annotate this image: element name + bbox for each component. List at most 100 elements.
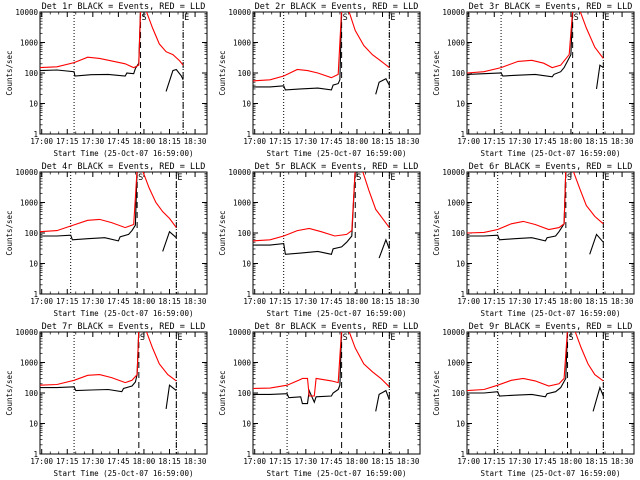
x-tick-label: 17:45 bbox=[107, 457, 130, 466]
event-marker-e: E bbox=[177, 173, 182, 183]
chart-panel-7: Det 7r BLACK = Events, RED = LLD 1 10 100 10… bbox=[0, 320, 213, 480]
x-tick-label: 17:00 bbox=[243, 297, 266, 306]
lld-series-line bbox=[40, 12, 184, 69]
x-tick-label: 18:30 bbox=[397, 137, 420, 146]
x-tick-label: 17:45 bbox=[107, 297, 130, 306]
y-tick-label: 1000 bbox=[20, 39, 39, 48]
chart-title: Det 3r BLACK = Events, RED = LLD bbox=[469, 2, 633, 12]
x-tick-label: 17:45 bbox=[534, 137, 557, 146]
y-tick-label: 10 bbox=[29, 100, 39, 109]
y-axis-label: Counts/sec bbox=[218, 370, 227, 415]
chart-svg-6: Det 6r BLACK = Events, RED = LLD 1 10 100 10… bbox=[432, 162, 635, 318]
events-series-line bbox=[467, 332, 604, 412]
x-tick-label: 17:15 bbox=[269, 457, 292, 466]
x-axis-label: Start Time (25-Oct-07 16:59:00) bbox=[481, 149, 621, 158]
x-tick-label: 17:15 bbox=[56, 457, 79, 466]
y-axis-label: Counts/sec bbox=[5, 50, 14, 95]
x-tick-label: 17:30 bbox=[509, 297, 532, 306]
chart-panel-3: Det 3r BLACK = Events, RED = LLD 1 10 100 10… bbox=[427, 0, 640, 160]
chart-panel-4: Det 4r BLACK = Events, RED = LLD 1 10 100 10… bbox=[0, 160, 213, 320]
event-marker-s: S bbox=[356, 173, 361, 183]
x-tick-label: 17:45 bbox=[534, 457, 557, 466]
y-tick-label: 1 bbox=[246, 450, 251, 459]
x-axis-label: Start Time (25-Oct-07 16:59:00) bbox=[54, 309, 194, 318]
event-marker-e: E bbox=[604, 173, 609, 183]
y-axis-label: Counts/sec bbox=[5, 370, 14, 415]
x-tick-label: 17:15 bbox=[56, 297, 79, 306]
x-tick-label: 17:30 bbox=[509, 457, 532, 466]
y-tick-label: 10 bbox=[29, 420, 39, 429]
y-tick-label: 1 bbox=[33, 450, 38, 459]
y-tick-label: 10 bbox=[29, 260, 39, 269]
y-axis-label: Counts/sec bbox=[218, 210, 227, 255]
event-marker-s: S bbox=[138, 173, 143, 183]
y-tick-label: 1000 bbox=[233, 39, 252, 48]
event-marker-s: S bbox=[142, 13, 147, 23]
x-axis-label: Start Time (25-Oct-07 16:59:00) bbox=[54, 149, 194, 158]
chart-title: Det 2r BLACK = Events, RED = LLD bbox=[255, 2, 419, 12]
x-tick-label: 17:00 bbox=[30, 297, 53, 306]
chart-svg-8: Det 8r BLACK = Events, RED = LLD 1 10 100 10… bbox=[218, 322, 421, 478]
y-axis-label: Counts/sec bbox=[218, 50, 227, 95]
x-tick-label: 18:15 bbox=[158, 457, 181, 466]
plot-frame bbox=[252, 11, 421, 135]
plot-frame bbox=[466, 171, 635, 295]
lld-series-line bbox=[40, 332, 177, 386]
chart-panel-8: Det 8r BLACK = Events, RED = LLD 1 10 100 10… bbox=[213, 320, 426, 480]
x-tick-label: 17:00 bbox=[243, 137, 266, 146]
chart-svg-2: Det 2r BLACK = Events, RED = LLD 1 10 100 10… bbox=[218, 2, 421, 158]
chart-svg-9: Det 9r BLACK = Events, RED = LLD 1 10 100 10… bbox=[432, 322, 635, 478]
event-marker-e: E bbox=[177, 333, 182, 343]
x-tick-label: 17:15 bbox=[483, 457, 506, 466]
x-axis-label: Start Time (25-Oct-07 16:59:00) bbox=[267, 309, 407, 318]
x-tick-label: 18:15 bbox=[585, 137, 608, 146]
x-tick-label: 17:30 bbox=[82, 457, 105, 466]
plot-frame bbox=[39, 11, 208, 135]
x-tick-label: 17:45 bbox=[320, 137, 343, 146]
x-tick-label: 17:00 bbox=[30, 137, 53, 146]
x-tick-label: 18:00 bbox=[346, 137, 369, 146]
x-tick-label: 18:15 bbox=[585, 457, 608, 466]
y-tick-label: 10000 bbox=[15, 328, 38, 337]
x-tick-label: 17:30 bbox=[295, 297, 318, 306]
x-axis-label: Start Time (25-Oct-07 16:59:00) bbox=[267, 469, 407, 478]
event-marker-e: E bbox=[184, 13, 189, 23]
chart-title: Det 9r BLACK = Events, RED = LLD bbox=[469, 322, 633, 332]
x-tick-label: 17:30 bbox=[509, 137, 532, 146]
y-tick-label: 1000 bbox=[20, 199, 39, 208]
x-tick-label: 18:30 bbox=[397, 297, 420, 306]
y-tick-label: 100 bbox=[237, 69, 251, 78]
x-tick-label: 17:30 bbox=[295, 137, 318, 146]
y-tick-label: 100 bbox=[451, 69, 465, 78]
event-marker-s: S bbox=[574, 13, 579, 23]
x-tick-label: 18:00 bbox=[560, 297, 583, 306]
y-tick-label: 1000 bbox=[233, 199, 252, 208]
y-axis-label: Counts/sec bbox=[432, 50, 441, 95]
y-tick-label: 10000 bbox=[15, 168, 38, 177]
y-tick-label: 1 bbox=[460, 450, 465, 459]
y-tick-label: 1 bbox=[33, 290, 38, 299]
y-tick-label: 100 bbox=[24, 389, 38, 398]
y-tick-label: 10000 bbox=[442, 168, 465, 177]
chart-title: Det 6r BLACK = Events, RED = LLD bbox=[469, 162, 633, 172]
x-tick-label: 17:00 bbox=[30, 457, 53, 466]
events-series-line bbox=[253, 172, 390, 259]
lld-series-line bbox=[253, 172, 390, 242]
y-tick-label: 10000 bbox=[442, 328, 465, 337]
plot-frame bbox=[39, 331, 208, 455]
y-tick-label: 10 bbox=[242, 420, 252, 429]
x-tick-label: 18:30 bbox=[611, 457, 634, 466]
x-axis-label: Start Time (25-Oct-07 16:59:00) bbox=[267, 149, 407, 158]
x-tick-label: 18:30 bbox=[184, 457, 207, 466]
x-tick-label: 18:00 bbox=[560, 457, 583, 466]
x-axis-label: Start Time (25-Oct-07 16:59:00) bbox=[481, 469, 621, 478]
x-tick-label: 18:00 bbox=[133, 137, 156, 146]
y-tick-label: 10000 bbox=[442, 8, 465, 17]
events-series-line bbox=[40, 12, 184, 92]
y-tick-label: 1 bbox=[246, 290, 251, 299]
x-tick-label: 18:15 bbox=[585, 297, 608, 306]
lld-series-line bbox=[253, 12, 390, 82]
x-tick-label: 17:15 bbox=[483, 297, 506, 306]
y-tick-label: 100 bbox=[451, 389, 465, 398]
